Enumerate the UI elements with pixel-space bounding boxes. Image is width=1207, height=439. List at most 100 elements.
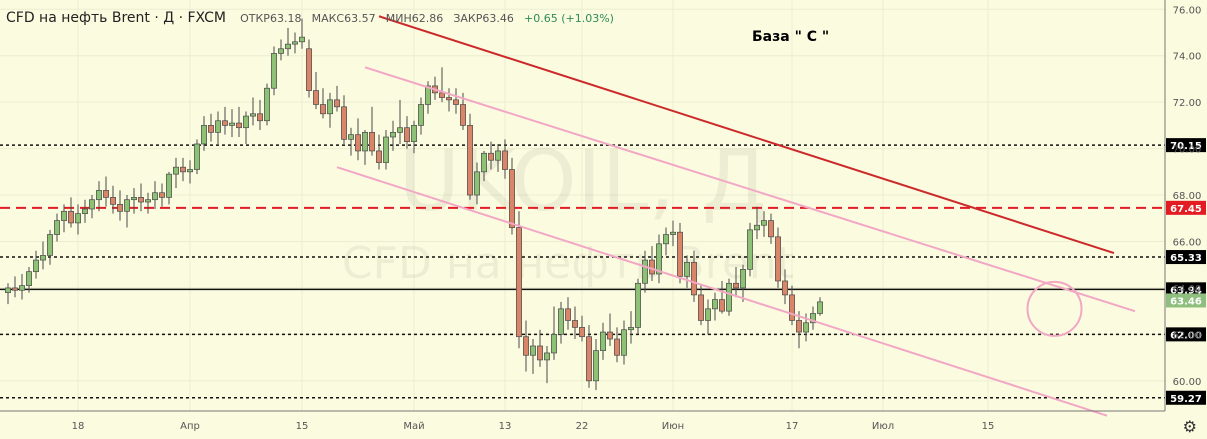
y-tick-label: 76.00 bbox=[1173, 5, 1202, 16]
candle-body bbox=[75, 213, 81, 224]
chart-header: CFD на нефть Brent · Д · FXCM ОТКР63.18 … bbox=[6, 10, 614, 26]
candle-body bbox=[96, 190, 102, 201]
candle-body bbox=[131, 197, 137, 201]
candle-body bbox=[796, 320, 802, 333]
low-value: МИН62.86 bbox=[385, 12, 444, 25]
candle-body bbox=[663, 234, 669, 245]
candle-body bbox=[551, 334, 557, 354]
candle-body bbox=[488, 152, 494, 161]
candle-body bbox=[726, 282, 732, 312]
price-level-label: 59.27 bbox=[1170, 394, 1202, 405]
x-tick-label: 13 bbox=[499, 421, 512, 432]
x-tick-label: Июн bbox=[662, 421, 684, 432]
candle-body bbox=[481, 152, 487, 173]
candle-body bbox=[740, 269, 746, 289]
y-tick-label: 74.00 bbox=[1173, 52, 1202, 63]
candle-body bbox=[593, 350, 599, 382]
candle-body bbox=[215, 120, 221, 133]
watermark-symbol: UKOIL, Д bbox=[399, 132, 768, 230]
candle-body bbox=[117, 203, 123, 212]
candle-body bbox=[166, 173, 172, 198]
candle-body bbox=[222, 120, 228, 126]
candle-body bbox=[152, 192, 158, 201]
candle-body bbox=[474, 171, 480, 196]
candle-body bbox=[565, 308, 571, 321]
candle-body bbox=[642, 259, 648, 284]
candle-body bbox=[656, 243, 662, 275]
candle-body bbox=[635, 282, 641, 328]
candle-body bbox=[40, 255, 46, 261]
candle-body bbox=[523, 336, 529, 356]
candle-body bbox=[768, 220, 774, 238]
candle-body bbox=[236, 122, 242, 129]
price-level-tag bbox=[1166, 250, 1206, 265]
candle-body bbox=[537, 345, 543, 361]
candle-body bbox=[761, 220, 767, 226]
high-value: МАКС63.57 bbox=[311, 12, 376, 25]
candle-body bbox=[425, 85, 431, 105]
symbol-title: CFD на нефть Brent · Д · FXCM bbox=[6, 10, 226, 26]
highlight-circle bbox=[1026, 280, 1083, 337]
candle-body bbox=[33, 259, 39, 273]
candle-body bbox=[586, 336, 592, 382]
candle-body bbox=[810, 313, 816, 324]
price-level-label: 62.00 bbox=[1170, 330, 1202, 341]
x-tick-label: 17 bbox=[786, 421, 799, 432]
candle-body bbox=[733, 282, 739, 289]
candle-body bbox=[285, 43, 291, 50]
candle-body bbox=[614, 338, 620, 356]
candle-body bbox=[684, 262, 690, 277]
y-tick-label: 60.00 bbox=[1173, 377, 1202, 388]
candle-body bbox=[299, 36, 305, 43]
candle-body bbox=[292, 41, 298, 45]
x-tick-label: 15 bbox=[982, 421, 995, 432]
candle-body bbox=[607, 331, 613, 340]
candle-body bbox=[509, 169, 515, 228]
candle-body bbox=[376, 150, 382, 163]
candle-body bbox=[712, 299, 718, 310]
candle-body bbox=[460, 104, 466, 126]
change-value: +0.65 (+1.03%) bbox=[524, 12, 614, 25]
close-value: ЗАКР63.46 bbox=[453, 12, 514, 25]
current-price-tag bbox=[1166, 293, 1206, 308]
candle-body bbox=[257, 113, 263, 122]
candle-body bbox=[82, 208, 88, 214]
candle-body bbox=[383, 136, 389, 163]
price-level-tag bbox=[1166, 390, 1206, 405]
x-tick-label: 18 bbox=[72, 421, 85, 432]
axes: 60.00 62.00 64.00 66.00 68.00 70.00 72.00 74.00… bbox=[0, 0, 1201, 432]
annotation-text: База " С " bbox=[752, 29, 830, 45]
candle-body bbox=[670, 231, 676, 235]
candle-body bbox=[691, 262, 697, 296]
candle-body bbox=[341, 106, 347, 140]
candlestick-series bbox=[5, 18, 823, 391]
price-level-label: 67.45 bbox=[1170, 204, 1202, 215]
candle-body bbox=[803, 322, 809, 333]
candle-body bbox=[194, 143, 200, 170]
candle-body bbox=[390, 132, 396, 138]
price-level-label: 70.15 bbox=[1170, 141, 1202, 152]
candle-body bbox=[229, 122, 235, 126]
candle-body bbox=[271, 53, 277, 89]
candle-body bbox=[600, 331, 606, 351]
candle-body bbox=[789, 294, 795, 321]
candle-body bbox=[649, 259, 655, 275]
candle-body bbox=[12, 287, 18, 291]
candle-body bbox=[145, 199, 151, 203]
y-tick-label: 72.00 bbox=[1173, 98, 1202, 109]
candle-body bbox=[103, 190, 109, 198]
price-level-tag bbox=[1166, 138, 1206, 153]
candle-body bbox=[411, 125, 417, 142]
gear-icon[interactable]: ⚙ bbox=[1182, 417, 1197, 436]
candle-body bbox=[544, 352, 550, 361]
candle-body bbox=[446, 97, 452, 101]
candle-body bbox=[54, 220, 60, 235]
x-tick-label: Апр bbox=[180, 421, 200, 432]
candle-body bbox=[782, 280, 788, 296]
price-level-label: 65.33 bbox=[1170, 253, 1202, 264]
trendline bbox=[378, 15, 1115, 255]
candle-body bbox=[495, 150, 501, 161]
candle-body bbox=[369, 132, 375, 152]
candle-body bbox=[418, 104, 424, 126]
